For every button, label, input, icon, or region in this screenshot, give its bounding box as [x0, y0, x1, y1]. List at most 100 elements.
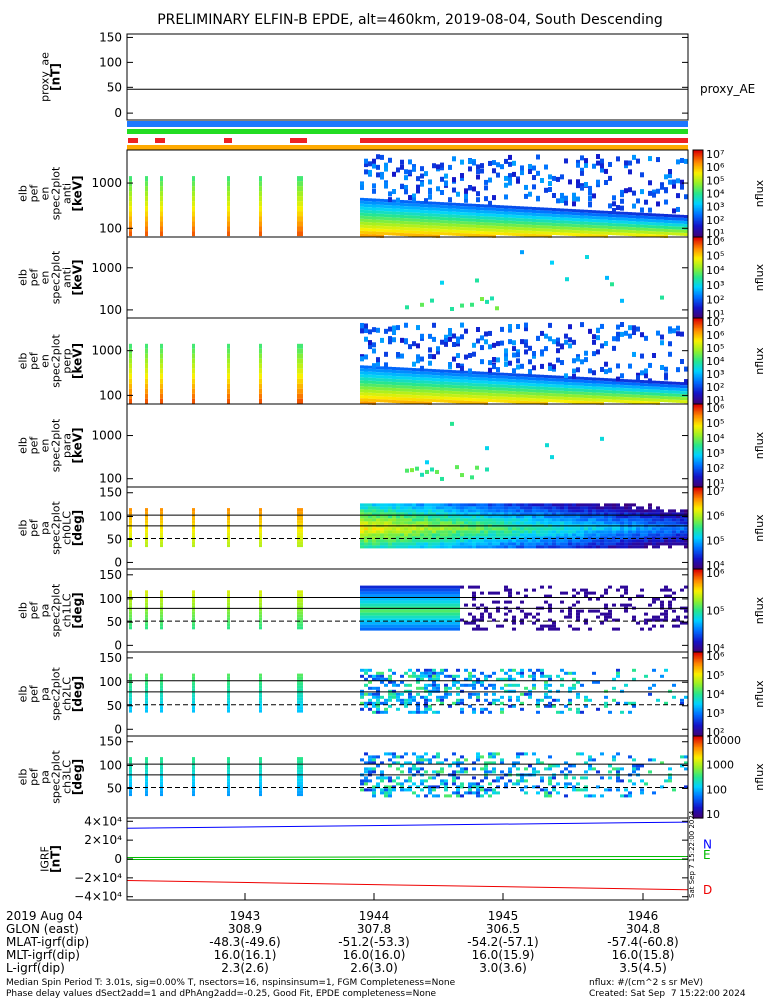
spectrogram-cell — [364, 201, 368, 205]
spectrogram-cell — [524, 400, 528, 404]
spectrogram-cell — [640, 332, 644, 338]
pitch-cell — [616, 518, 620, 522]
spectrogram-cell — [588, 368, 592, 374]
spectrogram-cell — [580, 379, 584, 383]
pitch-cell — [560, 515, 564, 519]
spectrogram-cell — [632, 330, 636, 336]
pitch-cell — [376, 609, 380, 613]
spectrogram-cell — [464, 197, 468, 203]
pitch-cell — [436, 671, 440, 675]
pitch-cell — [672, 518, 676, 522]
burst-cell — [145, 781, 148, 785]
spectrogram-cell — [360, 380, 364, 384]
spectrogram-cell — [495, 306, 499, 311]
spectrogram-cell — [452, 223, 456, 227]
spectrogram-cell — [392, 202, 396, 206]
spectrogram-cell — [472, 374, 476, 378]
spectrogram-cell — [596, 377, 600, 381]
pitch-cell — [376, 585, 380, 589]
burst-cell — [129, 590, 132, 594]
pitch-cell — [460, 542, 464, 546]
spectrogram-cell — [440, 390, 444, 394]
spectrogram-cell — [412, 386, 416, 390]
spectrogram-cell — [680, 391, 684, 395]
pitch-cell — [428, 615, 432, 619]
pitch-cell — [388, 603, 392, 607]
spectrogram-cell — [552, 393, 556, 397]
pitch-cell — [568, 503, 572, 507]
spectrogram-cell — [420, 302, 424, 307]
spectrogram-cell — [600, 228, 604, 232]
spectrogram-cell — [460, 215, 464, 219]
spectrogram-cell — [596, 154, 600, 160]
pitch-cell — [596, 518, 600, 522]
spectrogram-cell — [564, 208, 568, 212]
spectrogram-cell — [472, 206, 476, 210]
pitch-cell — [396, 612, 400, 616]
burst-cell — [227, 778, 230, 782]
spectrogram-cell — [492, 378, 496, 382]
pitch-cell — [604, 545, 608, 549]
spectrogram-cell — [380, 378, 384, 382]
burst-cell — [145, 393, 148, 399]
pitch-cell — [480, 512, 484, 516]
spectrogram-cell — [376, 222, 380, 226]
pitch-cell — [480, 503, 484, 507]
pitch-cell — [680, 536, 684, 540]
pitch-cell — [520, 545, 524, 549]
spectrogram-cell — [444, 381, 448, 385]
spectrogram-cell — [428, 386, 432, 390]
pitch-cell — [536, 533, 540, 537]
pitch-cell — [648, 686, 652, 690]
spectrogram-cell — [460, 173, 464, 179]
burst-cell — [227, 186, 230, 192]
spectrogram-cell — [620, 331, 624, 337]
spectrogram-cell — [432, 234, 436, 238]
spectrogram-cell — [408, 195, 412, 201]
pitch-cell — [648, 521, 652, 525]
burst-cell — [160, 523, 163, 527]
pitch-cell — [624, 518, 628, 522]
spectrogram-cell — [492, 342, 496, 348]
burst-cell — [192, 611, 195, 615]
pitch-cell — [376, 588, 380, 592]
pitch-cell — [444, 588, 448, 592]
burst-cell — [227, 529, 230, 533]
pitch-cell — [544, 527, 548, 531]
pitch-cell — [400, 698, 404, 702]
pitch-cell — [460, 618, 464, 622]
burst-cell — [300, 520, 303, 524]
pitch-cell — [528, 533, 532, 537]
pitch-cell — [444, 627, 448, 631]
pitch-cell — [620, 542, 624, 546]
spectrogram-cell — [648, 222, 652, 226]
pitch-cell — [444, 509, 448, 513]
pitch-cell — [548, 506, 552, 510]
spectrogram-cell — [528, 398, 532, 402]
pitch-cell — [412, 588, 416, 592]
pitch-cell — [496, 515, 500, 519]
pitch-cell — [528, 518, 532, 522]
pitch-cell — [436, 521, 440, 525]
spectrogram-cell — [364, 323, 368, 329]
pitch-cell — [588, 609, 592, 613]
spectrogram-cell — [368, 207, 372, 211]
burst-cell — [145, 700, 148, 704]
spectrogram-cell — [396, 397, 400, 401]
spectrogram-cell — [380, 384, 384, 388]
pitch-cell — [396, 588, 400, 592]
spectrogram-cell — [408, 385, 412, 389]
spectrogram-cell — [572, 358, 576, 364]
pitch-cell — [548, 701, 552, 705]
pitch-cell — [616, 527, 620, 531]
pitch-cell — [660, 542, 664, 546]
spectrogram-cell — [392, 381, 396, 385]
spectrogram-cell — [472, 351, 476, 357]
spectrogram-cell — [596, 228, 600, 232]
spectrogram-cell — [664, 187, 668, 193]
spectrogram-cell — [412, 401, 416, 405]
burst-cell — [227, 508, 230, 512]
pitch-cell — [492, 692, 496, 696]
spectrogram-cell — [524, 376, 528, 380]
burst-cell — [259, 216, 262, 222]
